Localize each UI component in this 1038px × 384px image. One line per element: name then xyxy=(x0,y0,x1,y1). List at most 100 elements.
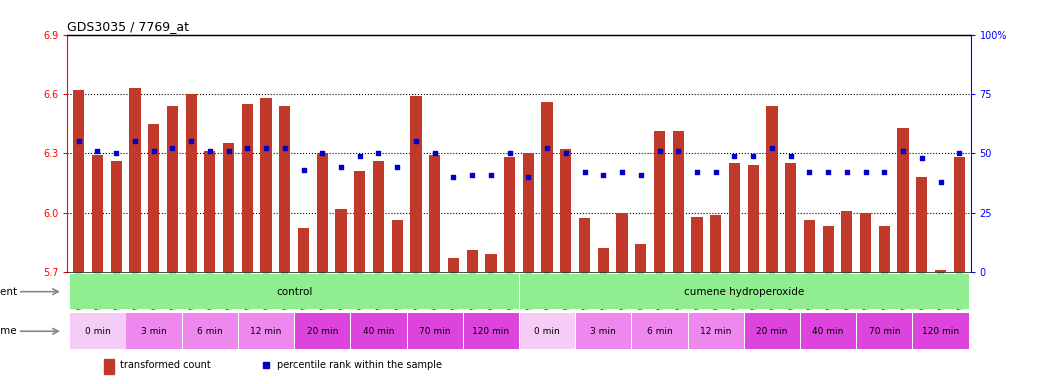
Point xyxy=(389,164,406,170)
Point xyxy=(445,174,462,180)
Bar xyxy=(954,157,965,272)
Bar xyxy=(579,218,591,272)
Bar xyxy=(298,228,309,272)
Point xyxy=(201,148,218,154)
Bar xyxy=(148,124,159,272)
FancyBboxPatch shape xyxy=(520,274,968,310)
Text: 3 min: 3 min xyxy=(141,327,166,336)
Text: 12 min: 12 min xyxy=(700,327,732,336)
Point xyxy=(276,146,293,152)
Text: 0 min: 0 min xyxy=(535,327,559,336)
Point xyxy=(576,169,593,175)
Point xyxy=(164,146,181,152)
Text: transformed count: transformed count xyxy=(119,360,211,370)
Text: percentile rank within the sample: percentile rank within the sample xyxy=(277,360,442,370)
Point xyxy=(708,169,725,175)
Point xyxy=(764,146,781,152)
FancyBboxPatch shape xyxy=(632,313,687,349)
Bar xyxy=(729,163,740,272)
FancyBboxPatch shape xyxy=(127,313,182,349)
Bar xyxy=(104,359,114,374)
Text: 20 min: 20 min xyxy=(757,327,788,336)
Bar xyxy=(803,220,815,272)
Point xyxy=(89,148,106,154)
FancyBboxPatch shape xyxy=(688,313,744,349)
Point xyxy=(71,138,87,144)
Bar xyxy=(466,250,477,272)
Text: 3 min: 3 min xyxy=(591,327,617,336)
Point xyxy=(820,169,837,175)
Point xyxy=(557,150,574,156)
Text: cumene hydroperoxide: cumene hydroperoxide xyxy=(684,287,804,297)
Bar xyxy=(617,213,628,272)
Text: control: control xyxy=(276,287,312,297)
Point xyxy=(595,172,611,178)
Point xyxy=(801,169,818,175)
Point xyxy=(688,169,705,175)
Point xyxy=(613,169,630,175)
Point xyxy=(108,150,125,156)
Bar xyxy=(822,227,834,272)
Point xyxy=(127,138,143,144)
Bar xyxy=(654,131,665,272)
Bar xyxy=(598,248,609,272)
FancyBboxPatch shape xyxy=(464,313,519,349)
Bar xyxy=(635,244,647,272)
Bar xyxy=(747,165,759,272)
Point xyxy=(670,148,686,154)
Bar xyxy=(186,94,197,272)
Text: time: time xyxy=(0,326,18,336)
FancyBboxPatch shape xyxy=(183,313,238,349)
Bar xyxy=(111,161,121,272)
Point xyxy=(895,148,911,154)
FancyBboxPatch shape xyxy=(408,313,463,349)
Bar xyxy=(504,157,515,272)
Bar xyxy=(879,227,890,272)
Point xyxy=(632,172,649,178)
Point xyxy=(257,146,274,152)
Bar xyxy=(204,151,216,272)
Point xyxy=(220,148,237,154)
Bar xyxy=(373,161,384,272)
Point xyxy=(371,150,387,156)
FancyBboxPatch shape xyxy=(744,313,800,349)
Bar xyxy=(130,88,140,272)
Text: 40 min: 40 min xyxy=(813,327,844,336)
Point xyxy=(313,150,330,156)
FancyBboxPatch shape xyxy=(295,313,351,349)
FancyBboxPatch shape xyxy=(239,313,294,349)
Bar xyxy=(391,220,403,272)
Bar xyxy=(354,171,365,272)
Bar xyxy=(73,90,84,272)
Point xyxy=(651,148,667,154)
Bar xyxy=(673,131,684,272)
Bar xyxy=(861,213,871,272)
Bar xyxy=(429,155,440,272)
Point xyxy=(857,169,874,175)
Bar xyxy=(167,106,177,272)
Point xyxy=(932,179,949,185)
Text: 70 min: 70 min xyxy=(869,327,900,336)
Bar xyxy=(935,270,947,272)
Point xyxy=(239,146,255,152)
Text: 40 min: 40 min xyxy=(363,327,394,336)
Bar xyxy=(223,143,235,272)
Bar xyxy=(410,96,421,272)
Bar xyxy=(917,177,927,272)
Text: GDS3035 / 7769_at: GDS3035 / 7769_at xyxy=(67,20,190,33)
Point xyxy=(333,164,350,170)
Point xyxy=(876,169,893,175)
Point xyxy=(483,172,499,178)
Point xyxy=(427,150,443,156)
Bar xyxy=(785,163,796,272)
Point xyxy=(727,152,743,159)
Point xyxy=(183,138,199,144)
Bar xyxy=(335,209,347,272)
Bar xyxy=(447,258,459,272)
Bar xyxy=(523,153,534,272)
FancyBboxPatch shape xyxy=(71,313,126,349)
Text: 120 min: 120 min xyxy=(922,327,959,336)
Bar xyxy=(91,155,103,272)
FancyBboxPatch shape xyxy=(857,313,912,349)
Point xyxy=(745,152,762,159)
